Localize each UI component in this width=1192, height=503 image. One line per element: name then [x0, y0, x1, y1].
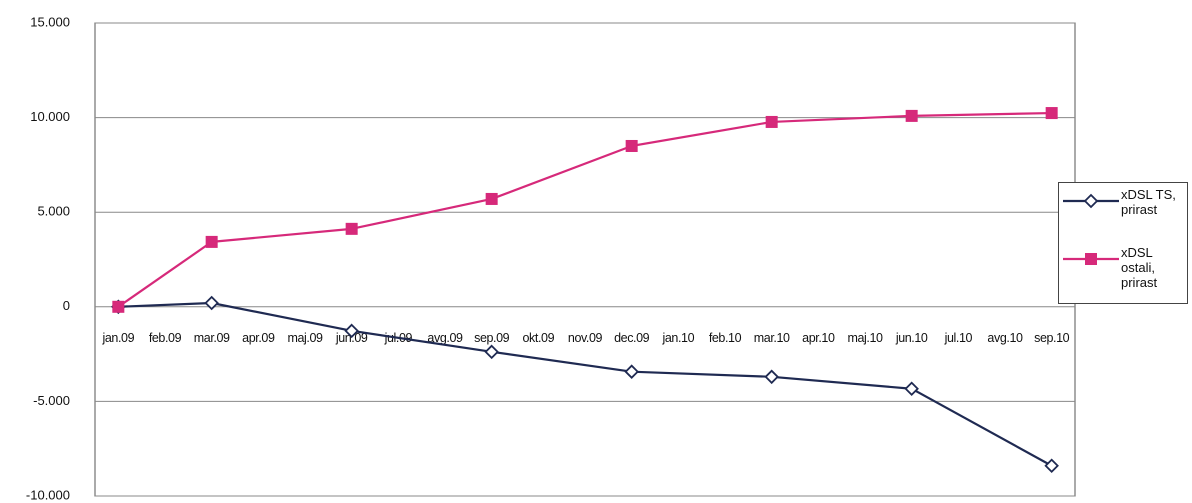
marker	[1085, 253, 1097, 265]
y-tick-label: -10.000	[26, 487, 70, 502]
marker	[1045, 107, 1058, 120]
series-segment	[491, 144, 633, 200]
x-tick-label: feb.10	[709, 331, 742, 345]
series-segment	[911, 387, 1053, 467]
marker	[205, 235, 218, 248]
legend-swatch	[1063, 193, 1119, 209]
series-segment	[631, 370, 772, 378]
legend-label: xDSL ostali, prirast	[1121, 245, 1158, 290]
series-segment	[911, 111, 1052, 117]
x-tick-label: apr.10	[802, 331, 835, 345]
series-segment	[351, 197, 492, 230]
x-tick-label: apr.09	[242, 331, 275, 345]
legend: xDSL TS, prirast xDSL ostali, prirast	[1058, 182, 1188, 304]
x-tick-label: mar.10	[754, 331, 790, 345]
x-tick-label: jun.09	[335, 331, 368, 345]
series-segment	[211, 301, 352, 332]
series-segment	[771, 114, 912, 124]
series-segment	[211, 227, 352, 243]
series-segment	[491, 350, 632, 373]
legend-label: xDSL TS, prirast	[1121, 187, 1176, 217]
series-segment	[771, 375, 912, 390]
x-tick-label: jun.10	[895, 331, 928, 345]
x-tick-label: nov.09	[568, 331, 603, 345]
marker	[344, 323, 359, 339]
x-tick-label: feb.09	[149, 331, 182, 345]
marker	[1044, 458, 1059, 474]
marker	[1083, 193, 1099, 209]
y-tick-label: 0	[63, 298, 70, 313]
marker	[764, 369, 779, 385]
series-segment	[117, 241, 213, 308]
marker	[484, 344, 499, 360]
x-tick-label: mar.09	[194, 331, 230, 345]
marker	[625, 139, 638, 152]
marker	[765, 115, 778, 128]
x-tick-label: maj.09	[287, 331, 323, 345]
marker	[204, 295, 219, 311]
legend-entry: xDSL ostali, prirast	[1059, 245, 1189, 301]
x-tick-label: jan.09	[101, 331, 134, 345]
marker	[485, 192, 498, 205]
marker	[112, 300, 125, 313]
x-tick-label: dec.09	[614, 331, 650, 345]
y-tick-label: 5.000	[37, 204, 70, 219]
y-tick-label: 15.000	[30, 14, 70, 29]
marker	[904, 381, 919, 396]
legend-swatch	[1063, 253, 1119, 265]
series-segment	[631, 120, 772, 148]
x-tick-label: jan.10	[661, 331, 694, 345]
x-tick-label: avg.10	[987, 331, 1023, 345]
y-tick-label: 10.000	[30, 109, 70, 124]
y-tick-label: -5.000	[33, 393, 70, 408]
x-tick-label: sep.09	[474, 331, 510, 345]
marker	[624, 364, 639, 379]
x-tick-label: maj.10	[847, 331, 883, 345]
legend-entry: xDSL TS, prirast	[1059, 187, 1189, 243]
x-tick-label: sep.10	[1034, 331, 1070, 345]
marker	[905, 109, 918, 122]
x-tick-label: okt.09	[523, 331, 555, 345]
plot-area	[94, 22, 1076, 497]
x-tick-label: jul.10	[944, 331, 973, 345]
series-segment	[118, 301, 212, 308]
marker	[345, 222, 358, 235]
x-tick-label: avg.09	[427, 331, 463, 345]
series-segment	[351, 329, 492, 353]
